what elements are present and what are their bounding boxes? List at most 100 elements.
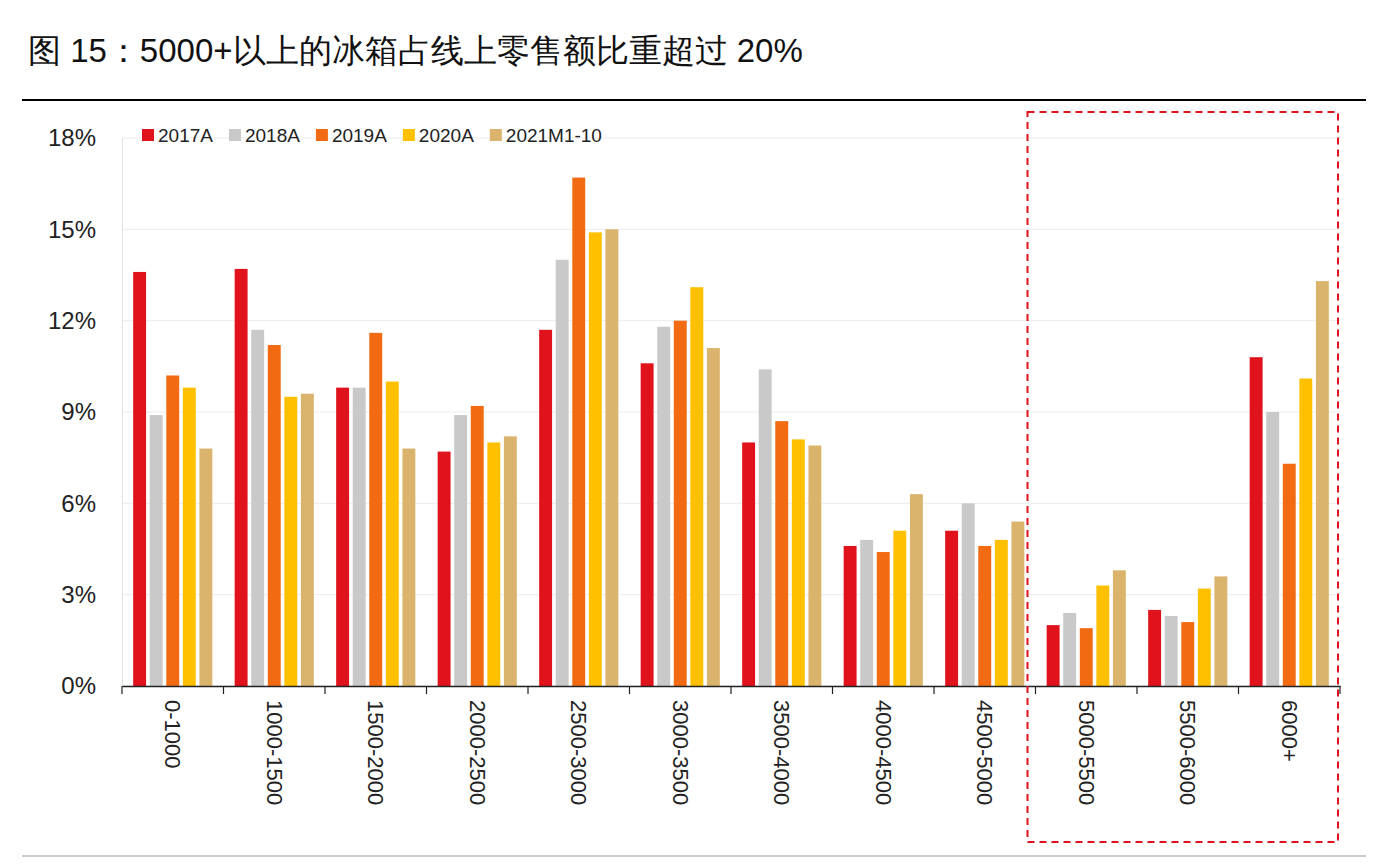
bar [1198,589,1211,686]
bar [808,445,821,686]
bottom-rule [22,856,1366,857]
x-tick-label: 2500-3000 [566,700,591,805]
bar [893,531,906,686]
bars [133,178,1329,686]
x-tick-label: 4500-5000 [972,700,997,805]
x-tick-label: 4000-4500 [871,700,896,805]
bar [1266,412,1279,686]
y-tick-label: 9% [61,398,96,425]
legend-swatch [403,129,415,141]
bar [690,287,703,686]
bar [284,397,297,686]
legend-swatch [229,129,241,141]
x-tick: 5500-6000 [1175,686,1200,805]
title-rule [22,99,1366,101]
bar [657,327,670,686]
bar [1113,570,1126,686]
x-tick-label: 3000-3500 [668,700,693,805]
x-tick: 1000-1500 [262,686,287,805]
legend-swatch [490,129,502,141]
y-tick: 18% [48,124,122,151]
x-divider [324,686,325,694]
legend-item: 2021M1-10 [490,125,602,146]
x-divider [933,686,934,694]
bar [844,546,857,686]
bar [995,540,1008,686]
bar [487,442,500,686]
legend-label: 2020A [419,125,474,146]
bar [150,415,163,686]
y-tick: 0% [61,672,122,699]
bar [235,269,248,686]
y-tick-label: 18% [48,124,96,151]
bar [1011,522,1024,686]
series [199,229,1328,686]
bar [792,439,805,686]
legend-label: 2019A [332,125,387,146]
bar [589,232,602,686]
x-divider [1339,686,1340,694]
bar [402,449,415,686]
bar [1165,616,1178,686]
bar [1181,622,1194,686]
bar [504,436,517,686]
legend: 2017A2018A2019A2020A2021M1-10 [142,125,602,146]
bar [1316,281,1329,686]
x-tick-label: 0-1000 [160,700,185,769]
x-divider [1238,686,1239,694]
x-tick-label: 3500-4000 [769,700,794,805]
x-divider [730,686,731,694]
x-tick-label: 5000-5500 [1074,700,1099,805]
legend-swatch [316,129,328,141]
x-tick: 2000-2500 [465,686,490,805]
x-divider [1136,686,1137,694]
legend-swatch [142,129,154,141]
y-tick-label: 15% [48,216,96,243]
x-tick-label: 6000+ [1277,700,1302,762]
highlight-box [1028,112,1339,842]
bar [641,363,654,686]
y-tick: 9% [61,398,122,425]
bar [1080,628,1093,686]
series [166,178,1295,686]
legend-label: 2017A [158,125,213,146]
bar [539,330,552,686]
x-divider [1035,686,1036,694]
x-dividers [122,686,1340,694]
bar [759,369,772,686]
x-axis: 0-1000 1000-1500 1500-2000 2000-2500 2500-30… [123,686,1341,805]
bar [1299,379,1312,686]
bar [877,552,890,686]
x-tick: 5000-5500 [1074,686,1099,805]
bar [369,333,382,686]
y-tick: 3% [61,581,122,608]
bar [1096,586,1109,686]
grid [122,138,1340,686]
y-tick-label: 0% [61,672,96,699]
series [183,232,1312,686]
bar [166,375,179,686]
x-tick-label: 1500-2000 [363,700,388,805]
bar [199,449,212,686]
bar [1063,613,1076,686]
y-tick-label: 3% [61,581,96,608]
bar [910,494,923,686]
y-tick-label: 6% [61,490,96,517]
bar [775,421,788,686]
bar [301,394,314,686]
x-divider [832,686,833,694]
x-divider [629,686,630,694]
bar [572,178,585,686]
legend-label: 2021M1-10 [506,125,602,146]
bar [386,382,399,686]
series [150,260,1279,686]
x-tick: 3500-4000 [769,686,794,805]
y-tick: 12% [48,307,122,334]
bar [1250,357,1263,686]
legend-item: 2020A [403,125,474,146]
bar [438,452,451,686]
x-divider [426,686,427,694]
y-axis-line [122,139,123,687]
bar [978,546,991,686]
x-tick: 1500-2000 [363,686,388,805]
